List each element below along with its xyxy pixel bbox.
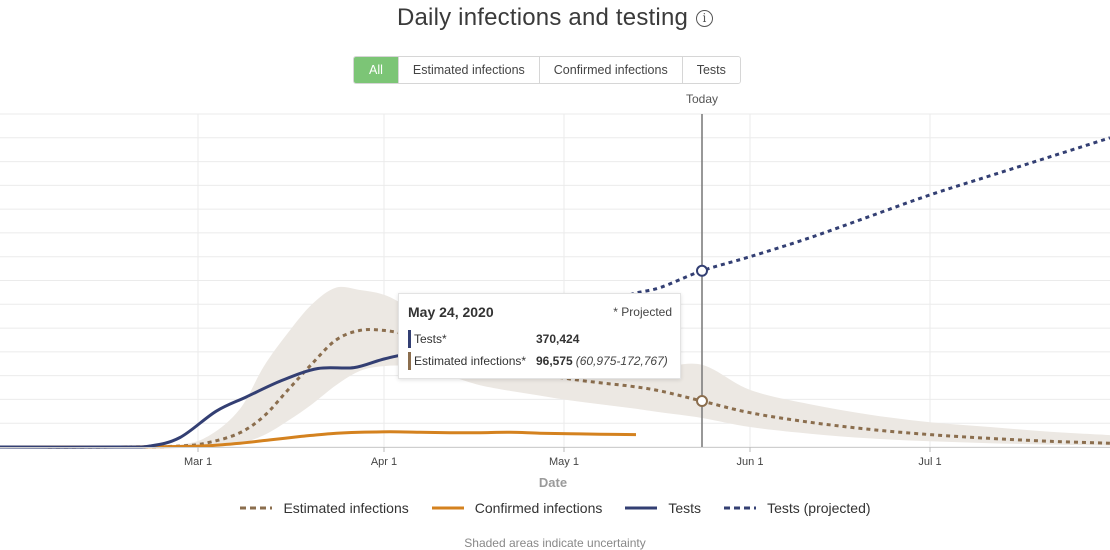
tooltip-value-range: (60,975-172,767) — [575, 354, 668, 368]
today-marker: Today — [686, 92, 718, 447]
x-tick-label: Jul 1 — [918, 456, 941, 468]
tests-hover-point — [696, 264, 708, 277]
legend-item-confirmed-infections[interactable]: Confirmed infections — [431, 500, 603, 516]
estimated-color-swatch — [408, 352, 411, 370]
tooltip-value: 370,424 — [536, 332, 579, 346]
tooltip-row-tests: Tests* 370,424 — [408, 330, 678, 348]
chart-legend: Estimated infections Confirmed infection… — [0, 500, 1110, 516]
series-line-tests-projected — [569, 136, 1110, 318]
uncertainty-footnote: Shaded areas indicate uncertainty — [464, 536, 646, 550]
x-tick-label: Apr 1 — [371, 456, 397, 468]
x-axis-label: Date — [539, 475, 567, 490]
info-icon[interactable]: i — [696, 10, 714, 27]
estimated-hover-point — [696, 395, 708, 408]
series-line-confirmed-infections — [0, 430, 637, 449]
series-filter-tabs: All Estimated infections Confirmed infec… — [353, 56, 741, 84]
tab-estimated-infections[interactable]: Estimated infections — [397, 57, 539, 83]
hover-tooltip: May 24, 2020 * Projected Tests* 370,424 … — [398, 293, 681, 379]
solid-line-swatch — [625, 506, 658, 510]
tooltip-value-number: 370,424 — [536, 332, 580, 346]
tooltip-value-number: 96,575 — [536, 354, 573, 368]
dotted-line-swatch — [724, 506, 757, 510]
chart-title: Daily infections and testing i — [0, 4, 1110, 32]
legend-label: Tests — [668, 500, 702, 516]
legend-item-tests[interactable]: Tests — [624, 500, 701, 516]
legend-label: Confirmed infections — [474, 500, 603, 516]
legend-item-estimated-infections[interactable]: Estimated infections — [239, 500, 409, 516]
tooltip-projected-note: * Projected — [613, 305, 672, 319]
tooltip-value: 96,575 (60,975-172,767) — [536, 354, 668, 368]
today-label: Today — [686, 92, 718, 106]
tab-all[interactable]: All — [354, 57, 398, 83]
tab-confirmed-infections[interactable]: Confirmed infections — [538, 57, 682, 83]
dotted-line-swatch — [240, 506, 273, 510]
tooltip-label: Tests* — [414, 332, 447, 346]
tests-color-swatch — [408, 330, 411, 348]
legend-label: Estimated infections — [283, 500, 409, 516]
solid-line-swatch — [431, 506, 464, 510]
legend-item-tests-projected[interactable]: Tests (projected) — [723, 500, 871, 516]
x-axis: Date Mar 1 Apr 1 May 1 Jun 1 Jul 1 — [0, 447, 1110, 490]
x-tick-label: Jun 1 — [737, 456, 764, 468]
legend-label: Tests (projected) — [767, 500, 871, 516]
chart-title-text: Daily infections and testing — [396, 4, 689, 31]
x-tick-label: Mar 1 — [184, 456, 212, 468]
tooltip-row-estimated-infections: Estimated infections* 96,575 (60,975-172,… — [408, 352, 678, 370]
tooltip-date: May 24, 2020 — [408, 304, 494, 320]
tab-tests[interactable]: Tests — [681, 57, 740, 83]
tooltip-label: Estimated infections* — [414, 354, 527, 368]
x-tick-label: May 1 — [549, 456, 579, 468]
